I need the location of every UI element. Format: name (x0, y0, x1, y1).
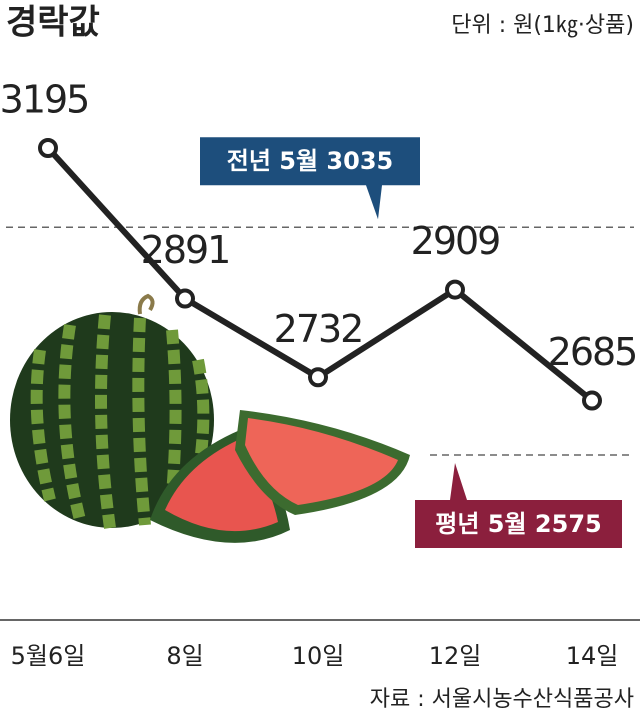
callout-value: 3035 (326, 147, 393, 175)
callout-box (200, 137, 420, 220)
data-label: 2909 (411, 219, 500, 263)
data-label: 2685 (548, 330, 637, 374)
callout-name: 전년 5월 (227, 147, 318, 175)
callout-box (415, 463, 622, 548)
source: 자료 : 서울시농수산식품공사 (370, 687, 634, 712)
data-label: 2891 (141, 228, 230, 272)
data-label: 3195 (0, 78, 88, 122)
x-tick-label: 10일 (292, 642, 345, 670)
unit-note: 단위 : 원(1㎏·상품) (451, 13, 634, 39)
x-tick-label: 14일 (566, 642, 619, 670)
watermelon-illustration (10, 293, 410, 543)
data-point (582, 390, 602, 411)
data-point (175, 288, 195, 309)
x-tick-label: 5월6일 (11, 642, 86, 670)
x-tick-label: 12일 (429, 642, 482, 670)
data-point (445, 279, 465, 300)
data-point (38, 138, 58, 158)
callout-value: 2575 (535, 510, 602, 538)
x-tick-label: 8일 (166, 642, 203, 670)
callout-label: 전년 5월 3035 (227, 147, 393, 175)
callout-label: 평년 5월 2575 (435, 510, 601, 538)
data-point (308, 367, 328, 388)
data-label: 2732 (274, 307, 363, 351)
chart-title: 경락값 (6, 3, 100, 43)
callout-name: 평년 5월 (435, 510, 526, 538)
